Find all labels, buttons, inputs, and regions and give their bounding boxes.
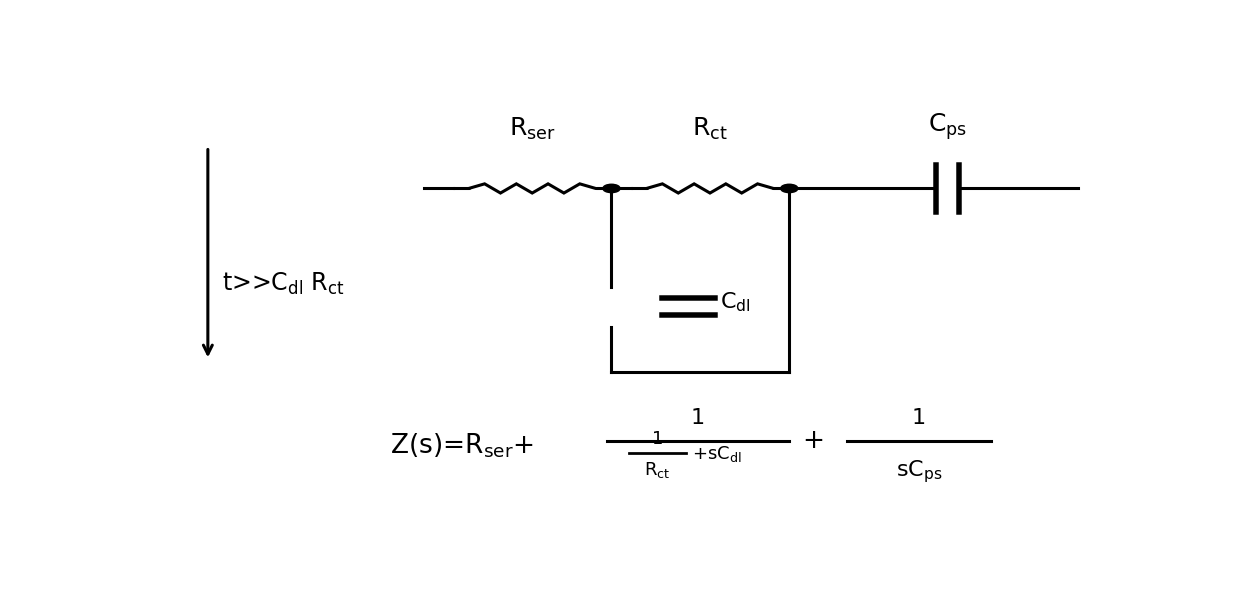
Text: t>>C$_{\mathregular{dl}}$ R$_{\mathregular{ct}}$: t>>C$_{\mathregular{dl}}$ R$_{\mathregul… — [222, 271, 345, 297]
Text: C$_{\mathregular{ps}}$: C$_{\mathregular{ps}}$ — [929, 112, 967, 142]
Text: R$_{\mathregular{ct}}$: R$_{\mathregular{ct}}$ — [645, 460, 671, 480]
Text: 1: 1 — [911, 408, 926, 428]
Text: R$_{\mathregular{ser}}$: R$_{\mathregular{ser}}$ — [508, 116, 556, 142]
Text: 1: 1 — [652, 431, 663, 449]
Text: C$_{\mathregular{dl}}$: C$_{\mathregular{dl}}$ — [719, 291, 750, 314]
Text: R$_{\mathregular{ct}}$: R$_{\mathregular{ct}}$ — [692, 116, 728, 142]
Text: +sC$_{\mathregular{dl}}$: +sC$_{\mathregular{dl}}$ — [692, 444, 742, 464]
Text: Z(s)=R$_{\mathregular{ser}}$+: Z(s)=R$_{\mathregular{ser}}$+ — [391, 432, 534, 460]
Circle shape — [603, 185, 620, 192]
Text: sC$_{\mathregular{ps}}$: sC$_{\mathregular{ps}}$ — [895, 458, 942, 485]
Text: 1: 1 — [691, 408, 706, 428]
Text: +: + — [802, 429, 825, 455]
Circle shape — [781, 185, 797, 192]
